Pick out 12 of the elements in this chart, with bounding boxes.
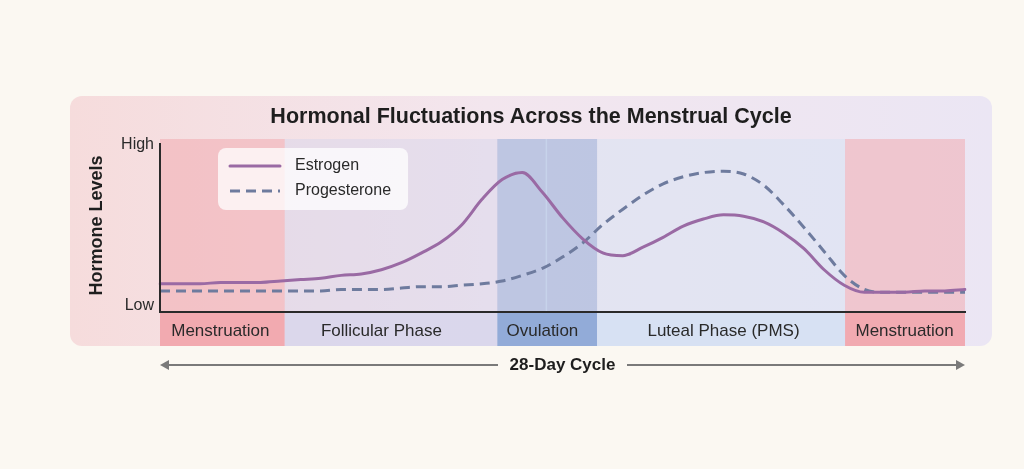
x-tick-label: Menstruation [855, 320, 954, 340]
text: High [121, 135, 154, 153]
x-tick-label: Luteal Phase (PMS) [647, 320, 800, 340]
x-tick-label: Follicular Phase [320, 320, 442, 340]
x-tick-label: Ovulation [506, 320, 579, 340]
chart-title: Hormonal Fluctuations Across the Menstrual Cycle [270, 103, 792, 128]
legend-label: Progesterone [295, 181, 392, 199]
x-tick-label: Menstruation [171, 320, 270, 340]
legend-label: Estrogen [295, 156, 360, 174]
x-axis-title: 28-Day Cycle [509, 355, 616, 375]
y-axis-title: Hormone Levels [85, 155, 106, 296]
text: Low [124, 296, 155, 314]
